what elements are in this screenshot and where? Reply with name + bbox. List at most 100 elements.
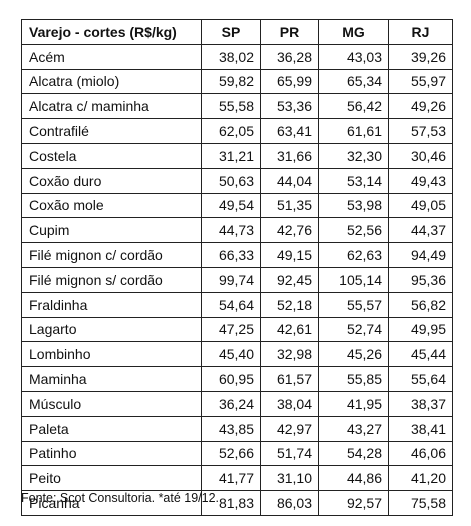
price-mg: 53,98 [318, 192, 389, 219]
price-mg: 55,85 [318, 366, 389, 392]
table-body: Acém 38,02 36,28 43,03 39,26 Alcatra (mi… [21, 43, 453, 516]
price-rj: 49,05 [388, 192, 453, 219]
price-rj: 49,26 [388, 93, 453, 120]
price-mg: 52,56 [318, 217, 389, 244]
price-sp: 47,25 [201, 316, 261, 343]
price-pr: 42,61 [260, 316, 319, 343]
price-pr: 38,04 [260, 390, 319, 417]
header-cut: Varejo - cortes (R$/kg) [21, 19, 202, 45]
price-pr: 51,74 [260, 440, 319, 467]
price-mg: 45,26 [318, 341, 389, 368]
cut-name: Coxão duro [21, 167, 202, 194]
price-sp: 62,05 [201, 118, 261, 144]
table-row: Alcatra (miolo) 59,82 65,99 65,34 55,97 [21, 68, 453, 95]
source-note: Fonte: Scot Consultoria. *até 19/12. [21, 491, 220, 505]
header-mg: MG [318, 19, 389, 45]
price-pr: 65,99 [260, 68, 319, 95]
price-mg: 65,34 [318, 68, 389, 95]
price-rj: 56,82 [388, 291, 453, 318]
price-sp: 45,40 [201, 341, 261, 368]
price-sp: 43,85 [201, 415, 261, 442]
price-table-container: Varejo - cortes (R$/kg) SP PR MG RJ Acém… [21, 19, 453, 516]
price-sp: 50,63 [201, 167, 261, 194]
cut-name: Peito [21, 465, 202, 492]
table-row: Patinho 52,66 51,74 54,28 46,06 [21, 440, 453, 467]
price-pr: 52,18 [260, 291, 319, 318]
price-rj: 49,95 [388, 316, 453, 343]
table-row: Contrafilé 62,05 63,41 61,61 57,53 [21, 118, 453, 144]
cut-name: Alcatra (miolo) [21, 68, 202, 95]
price-mg: 41,95 [318, 390, 389, 417]
price-pr: 36,28 [260, 43, 319, 70]
cut-name: Acém [21, 43, 202, 70]
cut-name: Costela [21, 142, 202, 169]
price-pr: 53,36 [260, 93, 319, 120]
price-mg: 56,42 [318, 93, 389, 120]
cut-name: Patinho [21, 440, 202, 467]
cut-name: Alcatra c/ maminha [21, 93, 202, 120]
price-sp: 54,64 [201, 291, 261, 318]
price-pr: 31,66 [260, 142, 319, 169]
header-sp: SP [201, 19, 261, 45]
cut-name: Filé mignon c/ cordão [21, 242, 202, 268]
cut-name: Maminha [21, 366, 202, 392]
price-rj: 55,64 [388, 366, 453, 392]
price-pr: 31,10 [260, 465, 319, 492]
price-mg: 62,63 [318, 242, 389, 268]
price-pr: 51,35 [260, 192, 319, 219]
cut-name: Músculo [21, 390, 202, 417]
header-rj: RJ [388, 19, 453, 45]
price-mg: 55,57 [318, 291, 389, 318]
price-sp: 49,54 [201, 192, 261, 219]
price-sp: 36,24 [201, 390, 261, 417]
price-rj: 41,20 [388, 465, 453, 492]
cut-name: Lagarto [21, 316, 202, 343]
table-row: Músculo 36,24 38,04 41,95 38,37 [21, 390, 453, 417]
price-mg: 43,03 [318, 43, 389, 70]
price-rj: 44,37 [388, 217, 453, 244]
price-rj: 46,06 [388, 440, 453, 467]
table-row: Coxão duro 50,63 44,04 53,14 49,43 [21, 167, 453, 194]
price-sp: 60,95 [201, 366, 261, 392]
price-rj: 57,53 [388, 118, 453, 144]
cut-name: Contrafilé [21, 118, 202, 144]
cut-name: Lombinho [21, 341, 202, 368]
table-row: Maminha 60,95 61,57 55,85 55,64 [21, 366, 453, 392]
price-rj: 55,97 [388, 68, 453, 95]
price-mg: 61,61 [318, 118, 389, 144]
table-row: Lagarto 47,25 42,61 52,74 49,95 [21, 316, 453, 343]
price-mg: 53,14 [318, 167, 389, 194]
price-mg: 44,86 [318, 465, 389, 492]
price-mg: 52,74 [318, 316, 389, 343]
price-mg: 54,28 [318, 440, 389, 467]
price-pr: 42,76 [260, 217, 319, 244]
price-rj: 95,36 [388, 266, 453, 293]
table-row: Lombinho 45,40 32,98 45,26 45,44 [21, 341, 453, 368]
price-rj: 38,41 [388, 415, 453, 442]
table-row: Picanha 81,83 86,03 92,57 75,58 [21, 490, 453, 516]
cut-name: Paleta [21, 415, 202, 442]
table-row: Costela 31,21 31,66 32,30 30,46 [21, 142, 453, 169]
table-row: Filé mignon s/ cordão 99,74 92,45 105,14… [21, 266, 453, 293]
price-pr: 92,45 [260, 266, 319, 293]
price-sp: 31,21 [201, 142, 261, 169]
price-sp: 52,66 [201, 440, 261, 467]
price-sp: 41,77 [201, 465, 261, 492]
cut-name: Picanha [21, 490, 202, 516]
table-row: Alcatra c/ maminha 55,58 53,36 56,42 49,… [21, 93, 453, 120]
table-row: Fraldinha 54,64 52,18 55,57 56,82 [21, 291, 453, 318]
table-row: Cupim 44,73 42,76 52,56 44,37 [21, 217, 453, 244]
price-rj: 30,46 [388, 142, 453, 169]
cut-name: Fraldinha [21, 291, 202, 318]
price-mg: 32,30 [318, 142, 389, 169]
price-rj: 38,37 [388, 390, 453, 417]
cut-name: Coxão mole [21, 192, 202, 219]
price-pr: 32,98 [260, 341, 319, 368]
table-row: Paleta 43,85 42,97 43,27 38,41 [21, 415, 453, 442]
table-row: Acém 38,02 36,28 43,03 39,26 [21, 43, 453, 70]
table-header-row: Varejo - cortes (R$/kg) SP PR MG RJ [21, 19, 453, 45]
price-pr: 63,41 [260, 118, 319, 144]
price-mg: 92,57 [318, 490, 389, 516]
retail-cuts-price-table: Varejo - cortes (R$/kg) SP PR MG RJ Acém… [21, 19, 453, 516]
header-pr: PR [260, 19, 319, 45]
